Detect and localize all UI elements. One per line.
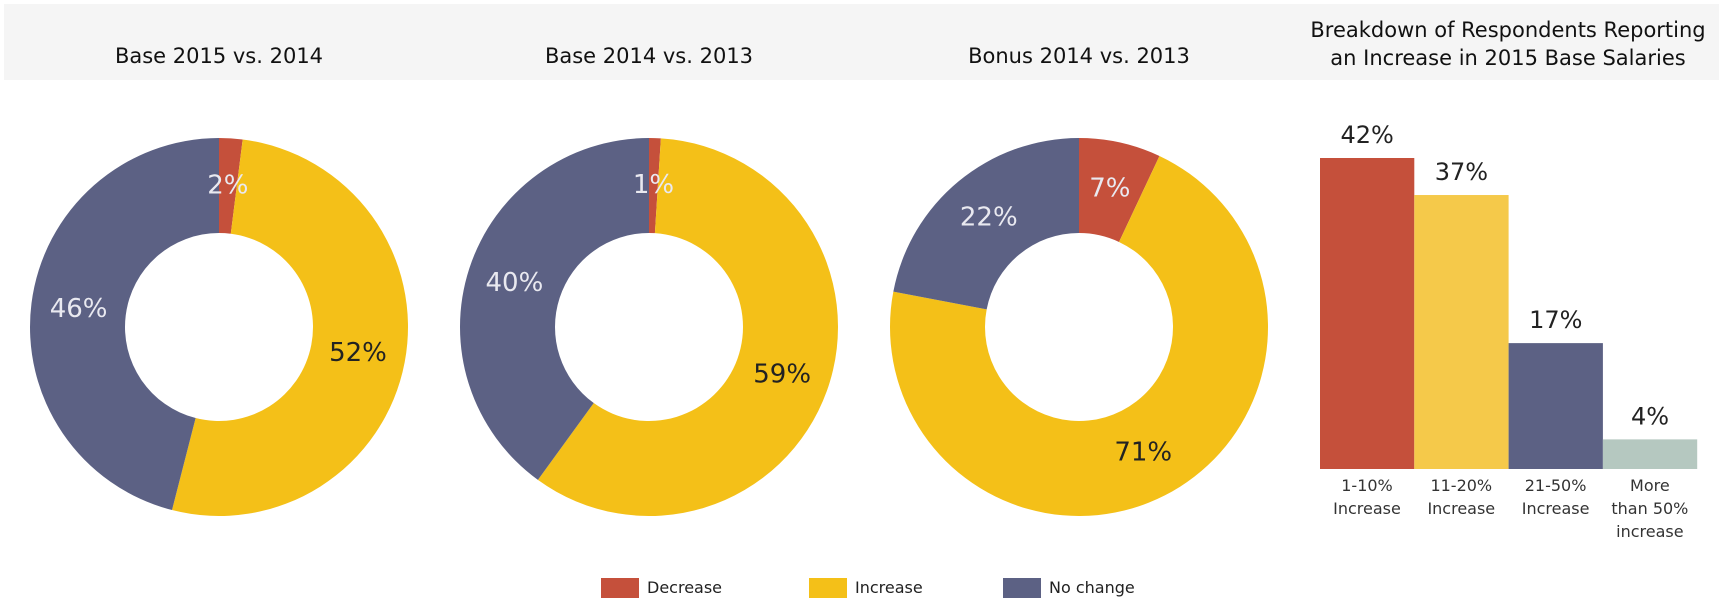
legend-swatch [1003, 578, 1041, 598]
legend-swatch [601, 578, 639, 598]
data-label: 42% [1340, 121, 1393, 149]
donut-slice [171, 139, 408, 516]
data-label: 46% [50, 294, 108, 324]
data-label: 59% [753, 359, 811, 389]
data-label: 4% [1631, 402, 1669, 430]
legend-label: Increase [855, 578, 923, 597]
legend-swatch [809, 578, 847, 598]
header-band [4, 4, 1719, 80]
donut-slice [893, 138, 1079, 310]
bar [1602, 439, 1698, 469]
x-tick-label: 1-10% Increase [1333, 476, 1401, 518]
chart-title: Bonus 2014 vs. 2013 [968, 44, 1190, 68]
x-tick-label: 21-50% Increase [1521, 476, 1590, 518]
donut-slice [890, 155, 1268, 517]
legend-label: Decrease [647, 578, 723, 597]
chart-title: Breakdown of Respondents Reporting an In… [1310, 18, 1706, 70]
donut-slice [29, 137, 219, 511]
data-label: 40% [486, 268, 544, 298]
chart-title: Base 2014 vs. 2013 [544, 44, 754, 68]
data-label: 22% [960, 202, 1018, 232]
x-tick-label: 11-20% Increase [1427, 476, 1496, 518]
data-label: 17% [1529, 306, 1582, 334]
donut-slice [460, 138, 649, 480]
data-label: 37% [1435, 158, 1488, 186]
data-label: 2% [207, 170, 248, 200]
bar [1320, 158, 1415, 469]
legend-label: No change [1049, 578, 1135, 597]
donut-slice [537, 138, 838, 517]
chart-title: Base 2015 vs. 2014 [114, 44, 324, 68]
donut-slice [1079, 138, 1160, 242]
bar [1508, 343, 1603, 469]
bar [1414, 195, 1509, 469]
data-label: 52% [329, 338, 387, 368]
data-label: 71% [1114, 438, 1172, 468]
data-label: 7% [1089, 173, 1130, 203]
donut-slice [649, 138, 661, 234]
donut-slice [219, 138, 243, 234]
x-tick-label: More than 50% increase [1611, 476, 1689, 541]
data-label: 1% [633, 170, 674, 200]
